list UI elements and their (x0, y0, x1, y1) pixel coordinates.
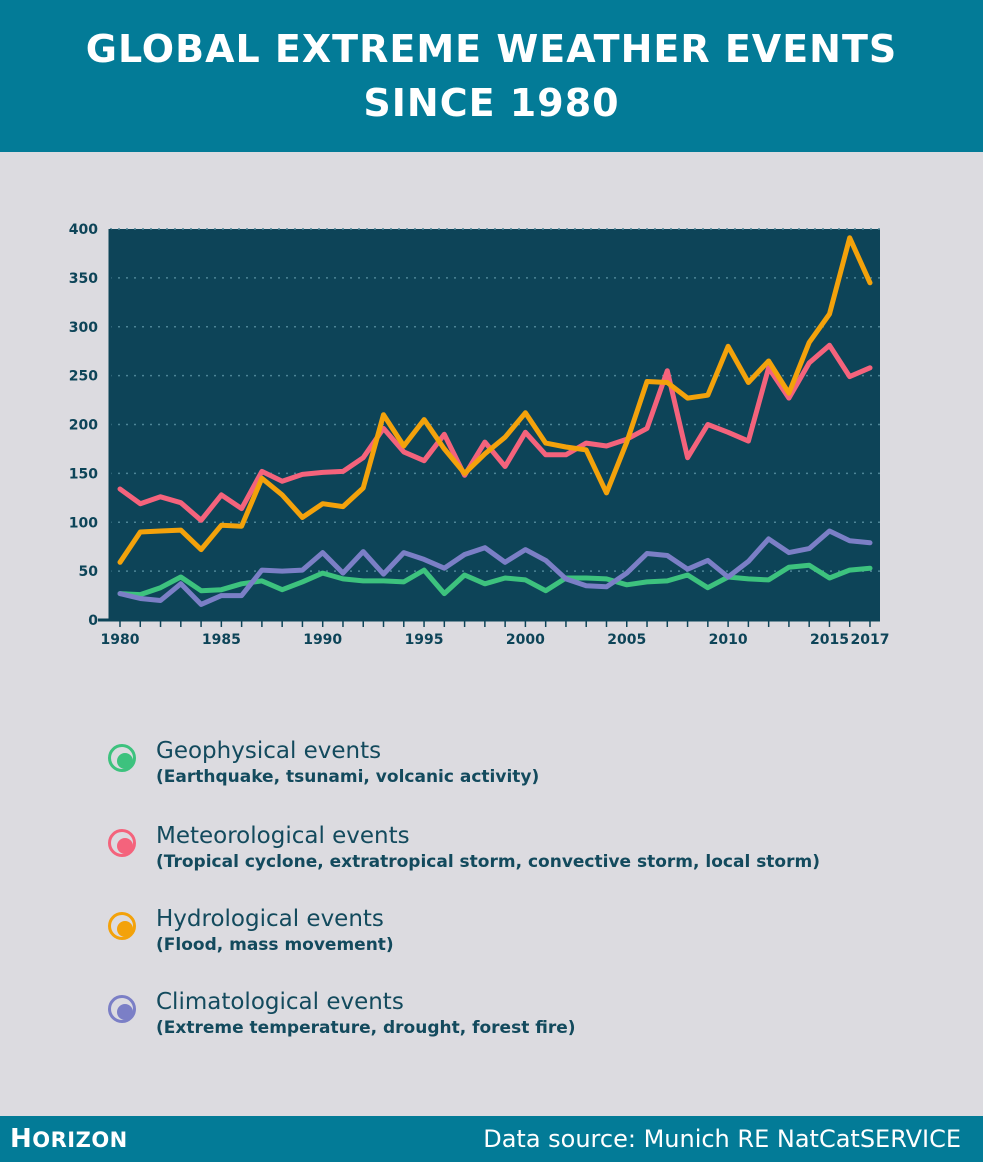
series-line-geophysical-events (117, 562, 873, 598)
series-line-meteorological-events (117, 342, 873, 523)
legend-marker-meteorological (108, 829, 136, 857)
legend-desc-climatological: (Extreme temperature, drought, forest fi… (156, 1018, 576, 1038)
header-banner: GLOBAL EXTREME WEATHER EVENTS SINCE 1980 (0, 0, 983, 152)
page-title-line-1: GLOBAL EXTREME WEATHER EVENTS (85, 27, 898, 71)
y-tick-label: 50 (79, 564, 99, 580)
data-source-text: Data source: Munich RE NatCatSERVICE (483, 1125, 961, 1153)
footer-bar: HORIZON Data source: Munich RE NatCatSER… (0, 1116, 983, 1162)
y-tick-label: 150 (69, 466, 98, 482)
legend-marker-geophysical (108, 744, 136, 772)
legend-item-climatological: Climatological events (Extreme temperatu… (108, 989, 908, 1049)
x-tick-label: 2000 (506, 632, 545, 648)
legend-name-meteorological: Meteorological events (156, 823, 410, 849)
legend-marker-climatological (108, 995, 136, 1023)
legend-item-meteorological: Meteorological events (Tropical cyclone,… (108, 823, 908, 883)
line-chart: 0 50 100 150 200 250 300 350 400 1980 1985 1990 1995… (69, 222, 890, 648)
legend-name-hydrological: Hydrological events (156, 906, 384, 932)
legend-name-geophysical: Geophysical events (156, 738, 382, 764)
x-tick-label: 1985 (202, 632, 241, 648)
x-tick-label: 1990 (303, 632, 342, 648)
x-tick-label: 2010 (709, 632, 748, 648)
page-title-line-2: SINCE 1980 (363, 81, 620, 125)
horizon-logo: HORIZON (10, 1124, 128, 1154)
chart-area: 0 50 100 150 200 250 300 350 400 1980 1985 1990 1995… (69, 222, 890, 648)
x-tick-label: 1980 (101, 632, 140, 648)
series-line-climatological-events (117, 528, 873, 607)
legend-desc-meteorological: (Tropical cyclone, extratropical storm, … (156, 852, 820, 872)
legend-name-climatological: Climatological events (156, 989, 404, 1015)
legend-desc-geophysical: (Earthquake, tsunami, volcanic activity) (156, 767, 540, 787)
legend-desc-hydrological: (Flood, mass movement) (156, 935, 394, 955)
x-tick-label: 2017 (851, 632, 890, 648)
x-tick-label: 2015 (810, 632, 849, 648)
y-tick-label: 400 (69, 222, 98, 238)
x-tick-label: 2005 (607, 632, 646, 648)
legend-item-hydrological: Hydrological events (Flood, mass movemen… (108, 906, 908, 966)
y-tick-label: 200 (69, 418, 98, 434)
logo-rest: ORIZON (32, 1128, 128, 1152)
legend-marker-hydrological (108, 912, 136, 940)
y-tick-label: 250 (69, 369, 98, 385)
y-tick-label: 300 (69, 320, 98, 336)
y-tick-label: 350 (69, 271, 98, 287)
series-line-hydrological-events (117, 235, 873, 565)
logo-initial: H (10, 1124, 33, 1154)
x-tick-label: 1995 (405, 632, 444, 648)
y-tick-label: 100 (69, 515, 98, 531)
y-tick-label: 0 (88, 613, 98, 629)
legend-item-geophysical: Geophysical events (Earthquake, tsunami,… (108, 738, 908, 798)
